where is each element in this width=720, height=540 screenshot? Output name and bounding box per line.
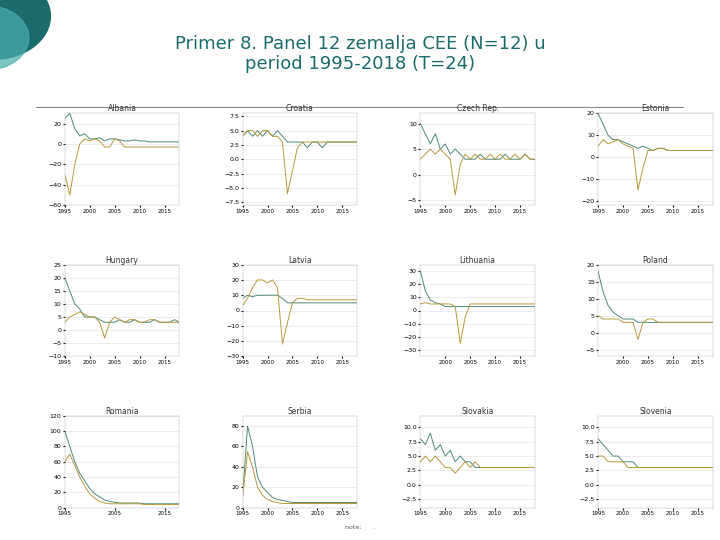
Title: Estonia: Estonia (642, 104, 670, 113)
Title: Romania: Romania (105, 407, 139, 416)
Title: Lithuania: Lithuania (459, 255, 495, 265)
Title: Slovenia: Slovenia (639, 407, 672, 416)
Title: Slovakia: Slovakia (462, 407, 494, 416)
Text: note:      .: note: . (345, 525, 375, 530)
Title: Albania: Albania (108, 104, 137, 113)
Title: Latvia: Latvia (288, 255, 312, 265)
Title: Poland: Poland (642, 255, 668, 265)
Title: Croatia: Croatia (286, 104, 314, 113)
Title: Hungary: Hungary (106, 255, 138, 265)
Title: Czech Rep.: Czech Rep. (456, 104, 499, 113)
Title: Serbia: Serbia (288, 407, 312, 416)
Text: Primer 8. Panel 12 zemalja CEE (N=12) u
period 1995-2018 (T=24): Primer 8. Panel 12 zemalja CEE (N=12) u … (175, 35, 545, 73)
